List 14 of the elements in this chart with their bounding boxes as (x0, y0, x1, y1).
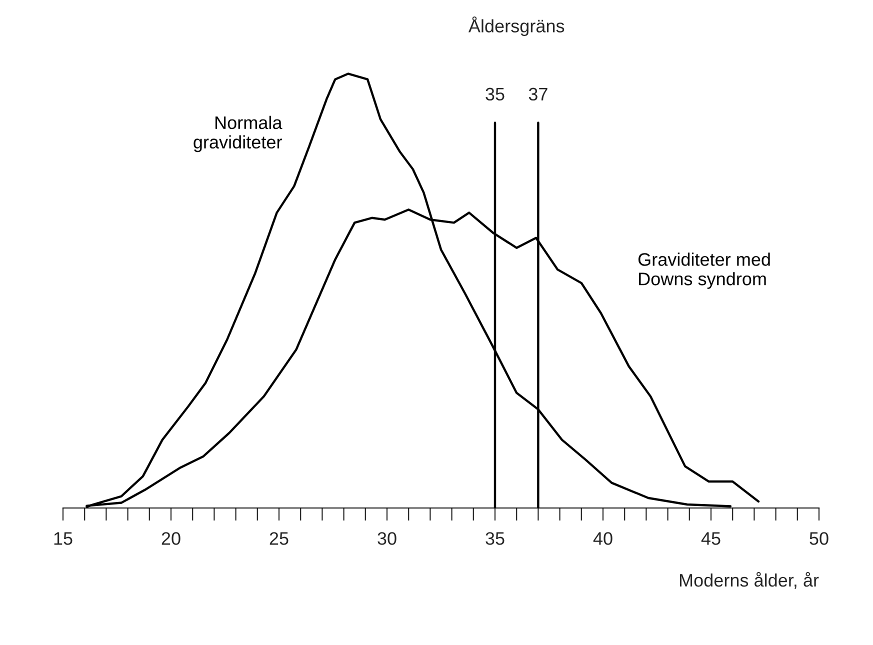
text: Åldersgräns (468, 16, 564, 36)
ref-line-label: 37 (528, 88, 548, 101)
x-tick-label: 25 (270, 532, 288, 545)
x-tick-label: 30 (378, 532, 396, 545)
series-label: Normala graviditeter (194, 116, 282, 152)
x-tick-label: 45 (701, 532, 720, 545)
x-axis-title: Moderns ålder, år (680, 572, 819, 589)
ref-line-label: 35 (486, 88, 504, 101)
x-tick-label: 40 (593, 532, 612, 545)
x-tick-label: 15 (54, 532, 72, 545)
x-tick-label: 50 (810, 532, 828, 545)
x-tick-label: 20 (162, 532, 180, 545)
text: Graviditeter med Downs syndrom (638, 252, 770, 289)
x-tick-label: 35 (486, 532, 504, 545)
